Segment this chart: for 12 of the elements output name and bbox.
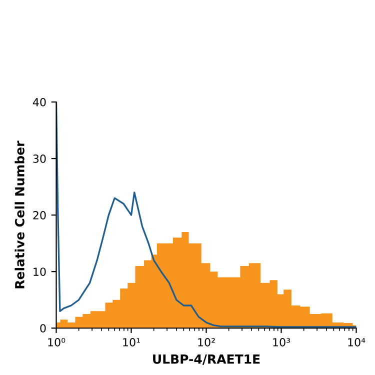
- y-axis-title: Relative Cell Number: [14, 140, 24, 288]
- x-tick-label: 10⁴: [348, 338, 366, 346]
- y-tick-label: 0: [40, 324, 46, 333]
- y-tick-label: 10: [34, 268, 46, 276]
- x-tick-label: 10³: [273, 338, 290, 346]
- x-tick-label: 10¹: [123, 338, 140, 346]
- x-tick-label: 10⁰: [48, 338, 66, 346]
- y-tick-label: 30: [33, 154, 46, 163]
- x-tick-label: 10²: [198, 338, 215, 346]
- y-tick-label: 20: [33, 211, 46, 220]
- x-axis-title: ULBP-4/RAET1E: [153, 354, 260, 365]
- y-tick-label: 40: [32, 98, 46, 106]
